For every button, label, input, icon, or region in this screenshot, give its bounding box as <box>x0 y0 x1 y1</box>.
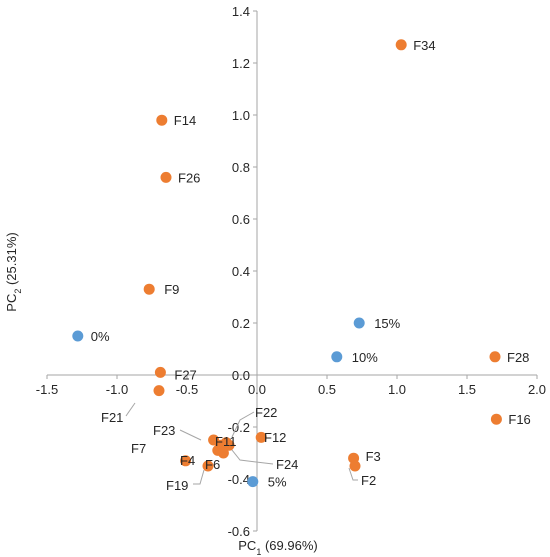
x-tick-label: -1.0 <box>106 382 128 397</box>
data-label-f24: F24 <box>276 457 298 472</box>
point-5pct <box>247 476 259 488</box>
y-axis-label-main: PC <box>4 294 19 312</box>
data-label-f21: F21 <box>101 410 123 425</box>
data-label-f19: F19 <box>166 478 188 493</box>
point-f16 <box>490 413 502 425</box>
y-axis-label-sub: 2 <box>13 289 23 294</box>
x-axis-label: PC1 (69.96%) <box>238 538 317 557</box>
y-tick-label: 0.6 <box>232 212 250 227</box>
plot-area <box>47 11 537 531</box>
leader-line <box>125 402 136 417</box>
y-tick-label: -0.4 <box>228 472 250 487</box>
y-tick-label: -0.6 <box>228 524 250 539</box>
leader-line <box>231 411 255 438</box>
data-label-f12: F12 <box>264 430 286 445</box>
x-tick-label: 2.0 <box>528 382 546 397</box>
data-label-f3: F3 <box>366 449 381 464</box>
data-labels: F34 F14 F26 F9 F28 F27 F21 F16 F22 F12 F23 F11 F24 F7… <box>91 38 531 493</box>
point-f26 <box>160 171 172 183</box>
leader-line <box>348 467 358 481</box>
x-tick-label: 1.5 <box>458 382 476 397</box>
x-tick-label: -0.5 <box>176 382 198 397</box>
data-label-f16: F16 <box>508 412 530 427</box>
x-tick-label: 0.5 <box>318 382 336 397</box>
x-tick-label: 1.0 <box>388 382 406 397</box>
data-label-f22: F22 <box>255 405 277 420</box>
x-tick-label: -1.5 <box>36 382 58 397</box>
point-f7 <box>180 455 192 467</box>
data-label-5pct: 5% <box>268 475 287 490</box>
data-label-f23: F23 <box>153 423 175 438</box>
point-f6 <box>217 447 229 459</box>
x-tick-label: 0.0 <box>248 382 266 397</box>
x-axis-label-rest: (69.96%) <box>261 538 317 553</box>
point-f21 <box>153 385 165 397</box>
y-tick-label: 1.2 <box>232 56 250 71</box>
point-f14 <box>156 114 168 126</box>
y-tick-label: 1.0 <box>232 108 250 123</box>
data-label-f27: F27 <box>174 367 196 382</box>
point-f9 <box>143 283 155 295</box>
leader-line <box>193 469 205 485</box>
y-tick-label: 0.4 <box>232 264 250 279</box>
leader-line <box>179 429 202 441</box>
data-label-f4: F4 <box>180 453 195 468</box>
point-15pct <box>353 317 365 329</box>
y-tick-label: 1.4 <box>232 4 250 19</box>
axes: -1.5 -1.0 -0.5 0.0 0.5 1.0 1.5 2.0 -0.6 -0.4 -0.2 0… <box>36 4 546 539</box>
data-label-f2: F2 <box>361 473 376 488</box>
y-tick-label: 0.0 <box>232 368 250 383</box>
point-f12 <box>255 431 267 443</box>
point-f24 <box>223 439 235 451</box>
plot-background <box>47 11 537 531</box>
data-label-f6: F6 <box>205 457 220 472</box>
data-label-f11: F11 <box>215 434 236 449</box>
point-f28 <box>489 351 501 363</box>
data-label-f26: F26 <box>178 170 200 185</box>
data-points <box>72 39 502 488</box>
y-axis-label-rest: (25.31%) <box>4 232 19 288</box>
y-tick-label: -0.2 <box>228 420 250 435</box>
point-f27 <box>154 366 166 378</box>
data-label-f7: F7 <box>131 441 146 456</box>
point-f34 <box>395 39 407 51</box>
point-10pct <box>331 351 343 363</box>
data-label-f9: F9 <box>164 282 179 297</box>
data-label-10pct: 10% <box>352 350 378 365</box>
y-tick-label: 0.8 <box>232 160 250 175</box>
x-axis-label-sub: 1 <box>256 547 261 557</box>
data-label-f28: F28 <box>507 350 529 365</box>
data-label-15pct: 15% <box>374 316 400 331</box>
point-f2 <box>349 460 361 472</box>
y-axis-label: PC2 (25.31%) <box>4 232 23 311</box>
data-label-f34: F34 <box>413 38 435 53</box>
point-f19 <box>202 460 214 472</box>
x-axis-label-main: PC <box>238 538 256 553</box>
data-label-0pct: 0% <box>91 329 110 344</box>
y-tick-label: 0.2 <box>232 316 250 331</box>
point-0pct <box>72 330 84 342</box>
data-label-f14: F14 <box>174 113 196 128</box>
